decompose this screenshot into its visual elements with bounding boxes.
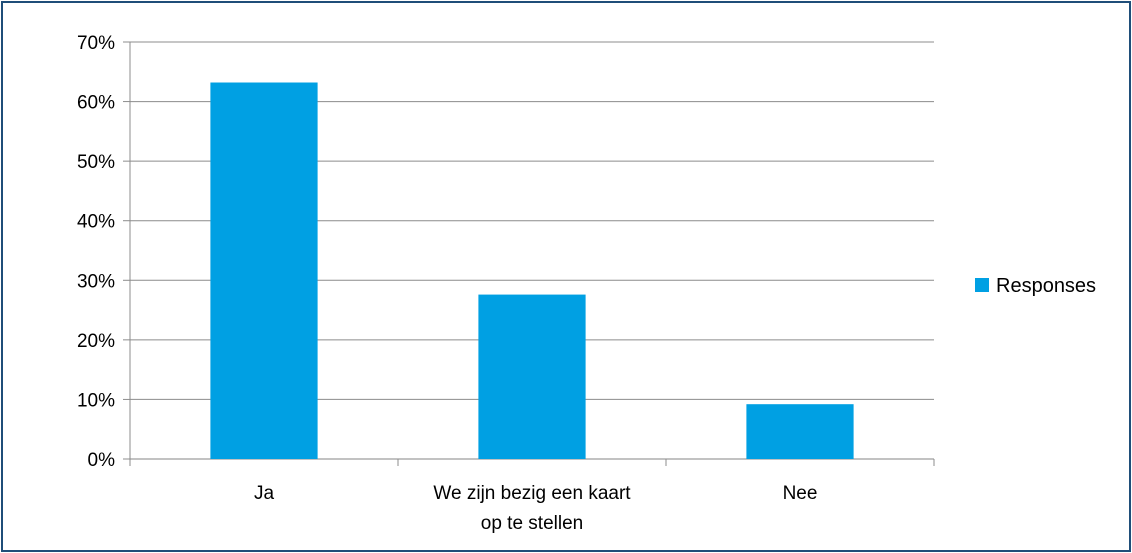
x-category-label: Nee — [783, 483, 818, 504]
y-tick-label: 50% — [77, 152, 115, 173]
bar — [478, 294, 586, 459]
y-tick-label: 30% — [77, 271, 115, 292]
legend-swatch-responses — [975, 278, 989, 292]
y-tick-label: 0% — [88, 450, 116, 471]
x-category-label: We zijn bezig een kaart — [433, 483, 631, 504]
y-axis-tick-labels: 0% 10% 20% 30% 40% 50% 60% 70% — [77, 33, 115, 471]
legend: Responses — [975, 275, 1096, 297]
y-tick-label: 70% — [77, 33, 115, 54]
bar — [210, 82, 318, 459]
x-axis — [129, 459, 935, 466]
y-tick-label: 40% — [77, 212, 115, 233]
x-category-label: op te stellen — [481, 513, 583, 534]
legend-label-responses: Responses — [996, 275, 1096, 297]
y-tick-label: 20% — [77, 331, 115, 352]
y-tick-label: 10% — [77, 390, 115, 411]
x-category-label: Ja — [254, 483, 275, 504]
bars — [210, 82, 854, 459]
x-axis-category-labels: Ja We zijn bezig een kaart op te stellen Ne… — [254, 483, 817, 534]
y-tick-label: 60% — [77, 93, 115, 114]
bar — [746, 404, 854, 459]
